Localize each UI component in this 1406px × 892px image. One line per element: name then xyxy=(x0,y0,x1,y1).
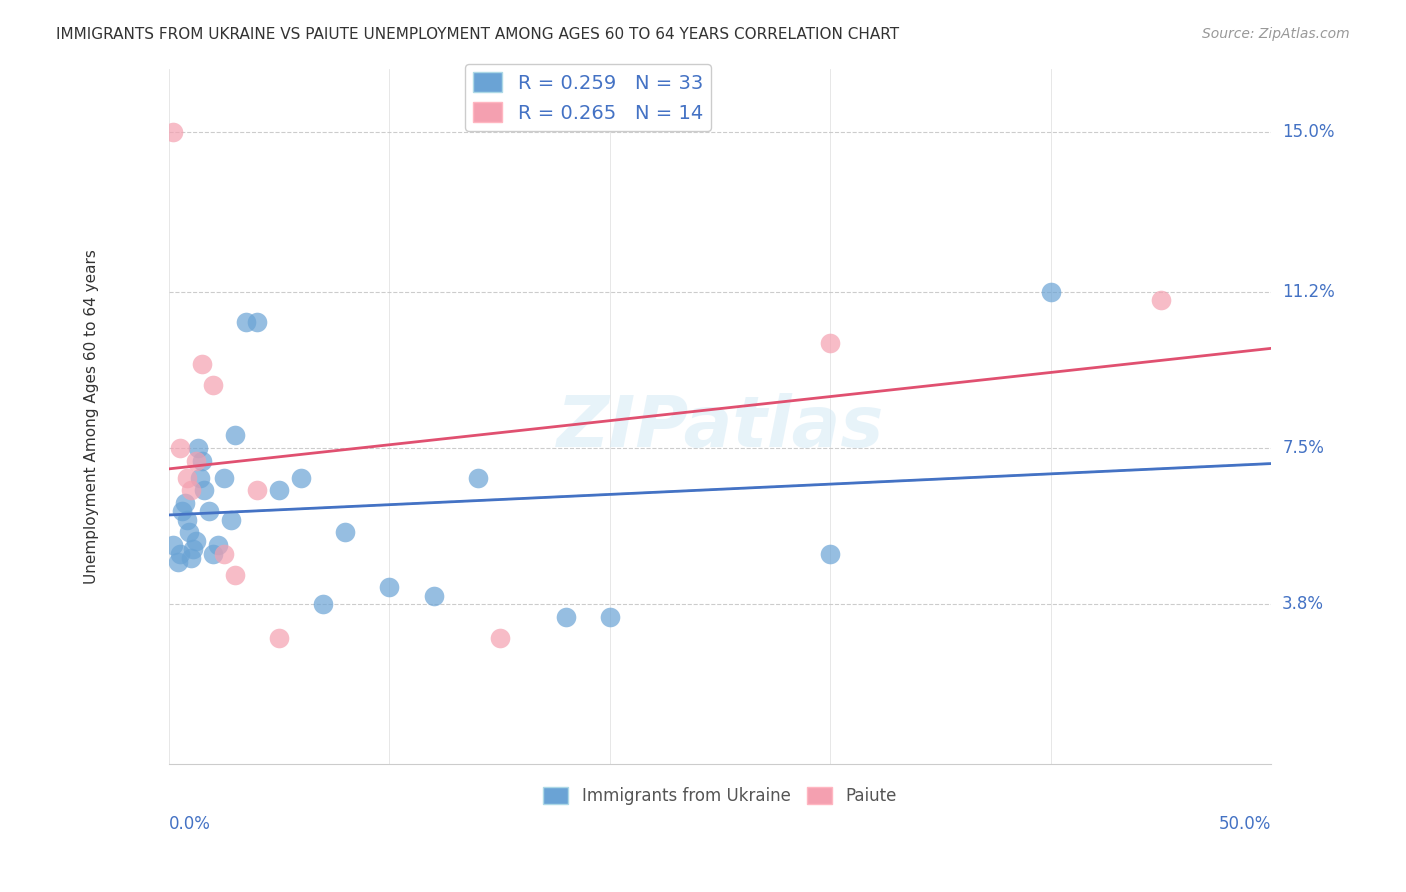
Legend: Immigrants from Ukraine, Paiute: Immigrants from Ukraine, Paiute xyxy=(537,780,904,812)
Point xyxy=(224,567,246,582)
Point xyxy=(173,496,195,510)
Point xyxy=(193,483,215,498)
Point xyxy=(177,525,200,540)
Point xyxy=(207,538,229,552)
Point xyxy=(820,547,842,561)
Point xyxy=(467,470,489,484)
Text: Unemployment Among Ages 60 to 64 years: Unemployment Among Ages 60 to 64 years xyxy=(84,249,100,584)
Point xyxy=(162,125,184,139)
Point xyxy=(820,335,842,350)
Point xyxy=(169,547,191,561)
Text: ZIPatlas: ZIPatlas xyxy=(557,392,884,461)
Point xyxy=(1150,293,1173,308)
Point xyxy=(224,428,246,442)
Point xyxy=(176,513,198,527)
Point xyxy=(202,377,225,392)
Point xyxy=(290,470,312,484)
Text: 3.8%: 3.8% xyxy=(1282,595,1324,613)
Point xyxy=(246,483,269,498)
Point xyxy=(219,513,242,527)
Point xyxy=(212,547,235,561)
Point xyxy=(188,470,211,484)
Text: IMMIGRANTS FROM UKRAINE VS PAIUTE UNEMPLOYMENT AMONG AGES 60 TO 64 YEARS CORRELA: IMMIGRANTS FROM UKRAINE VS PAIUTE UNEMPL… xyxy=(56,27,900,42)
Point xyxy=(1039,285,1062,299)
Point xyxy=(269,631,291,645)
Point xyxy=(184,533,207,548)
Point xyxy=(378,580,401,594)
Point xyxy=(180,483,202,498)
Point xyxy=(312,597,335,611)
Text: 15.0%: 15.0% xyxy=(1282,123,1334,141)
Point xyxy=(181,542,204,557)
Point xyxy=(335,525,357,540)
Point xyxy=(180,550,202,565)
Point xyxy=(187,441,209,455)
Point xyxy=(184,454,207,468)
Text: 0.0%: 0.0% xyxy=(169,815,211,833)
Text: 50.0%: 50.0% xyxy=(1219,815,1271,833)
Point xyxy=(269,483,291,498)
Point xyxy=(599,610,621,624)
Point xyxy=(167,555,190,569)
Point xyxy=(191,454,214,468)
Point xyxy=(488,631,510,645)
Point xyxy=(162,538,184,552)
Point xyxy=(191,357,214,371)
Point xyxy=(197,504,219,518)
Point xyxy=(554,610,576,624)
Point xyxy=(235,315,257,329)
Point xyxy=(172,504,194,518)
Text: 11.2%: 11.2% xyxy=(1282,283,1334,301)
Text: 7.5%: 7.5% xyxy=(1282,439,1324,457)
Point xyxy=(169,441,191,455)
Point xyxy=(202,547,225,561)
Point xyxy=(176,470,198,484)
Point xyxy=(246,315,269,329)
Point xyxy=(422,589,444,603)
Point xyxy=(212,470,235,484)
Text: Source: ZipAtlas.com: Source: ZipAtlas.com xyxy=(1202,27,1350,41)
